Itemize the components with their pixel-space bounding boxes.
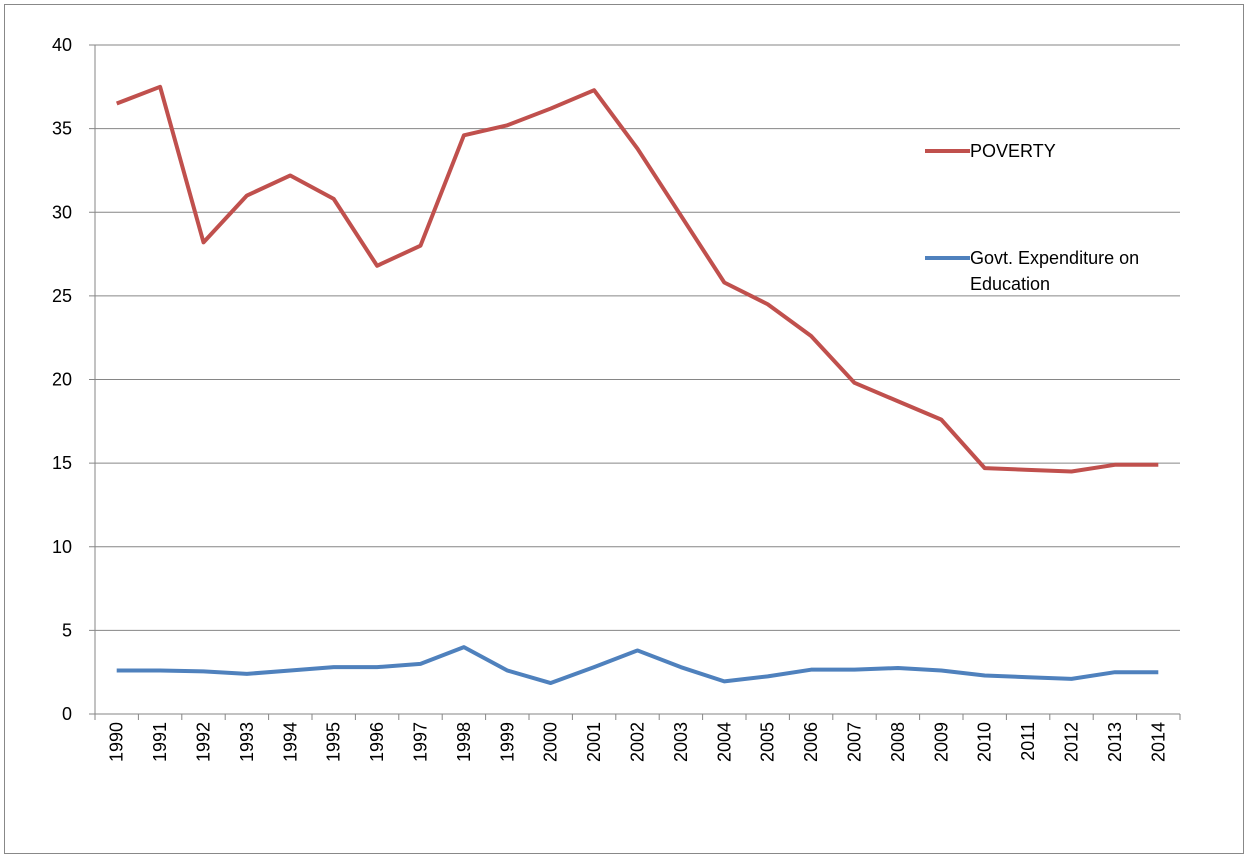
x-tick-label: 1992	[194, 722, 214, 762]
series-line	[115, 84, 1159, 474]
y-tick-label: 5	[62, 620, 72, 640]
y-tick-label: 25	[52, 286, 72, 306]
x-tick-label: 1991	[150, 722, 170, 762]
x-tick-label: 1995	[324, 722, 344, 762]
x-tick-label: 2005	[758, 722, 778, 762]
x-tick-label: 1998	[454, 722, 474, 762]
chart-border	[4, 4, 1244, 854]
x-tick-label: 2011	[1018, 722, 1038, 761]
x-tick-label: 1993	[237, 722, 257, 762]
y-tick-label: 15	[52, 453, 72, 473]
x-tick-label: 1990	[107, 722, 127, 762]
x-tick-label: 2002	[628, 722, 648, 762]
x-tick-label: 1994	[280, 722, 300, 762]
x-tick-label: 2006	[801, 722, 821, 762]
series-line	[116, 645, 1159, 686]
x-tick-label: 2009	[931, 722, 951, 762]
y-tick-label: 40	[52, 35, 72, 55]
x-tick-label: 2010	[975, 722, 995, 762]
x-tick-label: 1996	[367, 722, 387, 762]
x-tick-label: 2004	[714, 722, 734, 762]
legend-label: POVERTY	[970, 141, 1056, 161]
x-tick-label: 2003	[671, 722, 691, 762]
legend-label: Govt. Expenditure on Education	[970, 248, 1140, 294]
y-tick-label: 10	[52, 537, 72, 557]
x-tick-label: 2000	[541, 722, 561, 762]
x-tick-label: 2012	[1062, 722, 1082, 762]
y-tick-label: 30	[52, 202, 72, 222]
x-tick-label: 2014	[1148, 722, 1168, 762]
x-tick-label: 2013	[1105, 722, 1125, 762]
y-tick-label: 0	[62, 704, 72, 724]
y-tick-label: 20	[52, 370, 72, 390]
x-tick-label: 1997	[411, 722, 431, 762]
x-tick-label: 2001	[584, 722, 604, 762]
y-tick-label: 35	[52, 119, 72, 139]
x-tick-label: 1999	[497, 722, 517, 762]
x-tick-label: 2008	[888, 722, 908, 762]
x-tick-label: 2007	[845, 722, 865, 762]
